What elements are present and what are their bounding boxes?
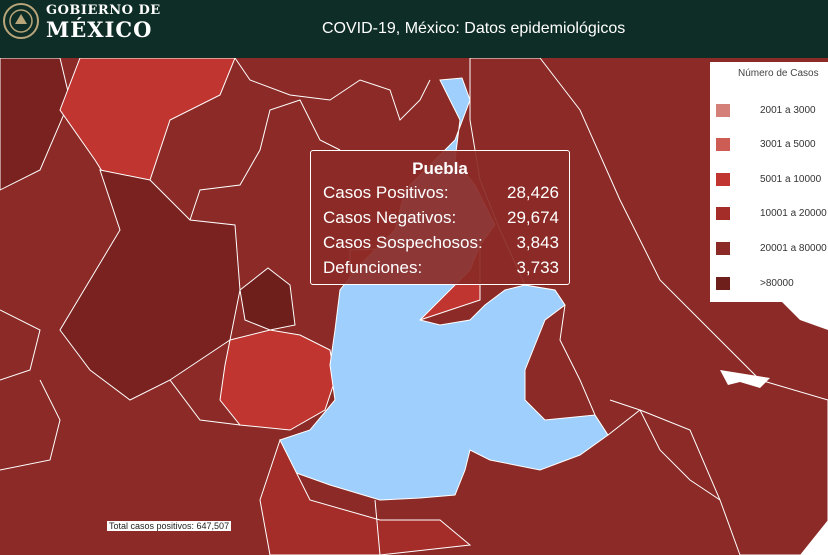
legend-item[interactable]: >80000: [716, 277, 828, 291]
tooltip-value: 28,426: [507, 183, 559, 202]
tooltip-row: Casos Sospechosos: 3,843: [323, 233, 559, 255]
total-cases-label: Total casos positivos: 647,507: [107, 521, 232, 531]
choropleth-map[interactable]: [0, 58, 828, 555]
tooltip-value: 29,674: [507, 208, 559, 227]
region-south[interactable]: [259, 438, 472, 555]
brand-line-1: GOBIERNO DE: [46, 3, 161, 18]
tooltip-row: Casos Positivos: 28,426: [323, 183, 559, 205]
tooltip-value: 3,843: [516, 233, 559, 252]
border-line-south-central: [169, 379, 241, 426]
tooltip-row: Casos Negativos: 29,674: [323, 208, 559, 230]
legend-item[interactable]: 3001 a 5000: [716, 138, 828, 152]
legend-label: 10001 a 20000: [760, 208, 827, 219]
legend-label: 3001 a 5000: [760, 139, 816, 150]
tooltip-row: Defunciones: 3,733: [323, 258, 559, 280]
legend-label: 5001 a 10000: [760, 174, 822, 185]
legend-swatch: [716, 104, 730, 117]
border-line-southwest: [0, 379, 61, 471]
border-line-north: [189, 99, 341, 221]
region-south-bright[interactable]: [219, 329, 336, 431]
legend-label: 20001 a 80000: [760, 243, 827, 254]
legend-swatch: [716, 173, 730, 186]
legend-item[interactable]: 20001 a 80000: [716, 242, 828, 256]
legend-swatch: [716, 138, 730, 151]
legend-title: Número de Casos: [738, 68, 819, 79]
border-line-south: [374, 499, 381, 555]
state-tooltip: Puebla Casos Positivos: 28,426 Casos Neg…: [310, 150, 570, 285]
map-legend: Número de Casos 2001 a 3000 3001 a 5000 …: [710, 62, 828, 302]
region-darkest-small[interactable]: [239, 267, 296, 331]
tooltip-label: Casos Sospechosos:: [323, 233, 483, 252]
tooltip-value: 3,733: [516, 258, 559, 277]
legend-label: 2001 a 3000: [760, 105, 816, 116]
tooltip-state-name: Puebla: [412, 159, 468, 178]
legend-label: >80000: [760, 278, 794, 289]
border-line-east: [609, 399, 721, 501]
legend-item[interactable]: 2001 a 3000: [716, 104, 828, 118]
brand-line-2: MÉXICO: [46, 17, 153, 42]
legend-item[interactable]: 5001 a 10000: [716, 173, 828, 187]
brand[interactable]: GOBIERNO DE MÉXICO: [46, 4, 161, 40]
page-title: COVID-19, México: Datos epidemiológicos: [322, 20, 626, 37]
mexico-seal-logo: [3, 3, 39, 39]
border-line-north-2: [234, 58, 431, 121]
legend-swatch: [716, 242, 730, 255]
region-northwest[interactable]: [0, 58, 71, 191]
legend-swatch: [716, 277, 730, 290]
legend-item[interactable]: 10001 a 20000: [716, 207, 828, 221]
coastline-lagoon: [720, 370, 770, 388]
tooltip-label: Casos Negativos:: [323, 208, 457, 227]
tooltip-label: Defunciones:: [323, 258, 423, 277]
border-line-west: [0, 309, 41, 381]
sea-area-south: [800, 520, 828, 555]
tooltip-label: Casos Positivos:: [323, 183, 449, 202]
legend-swatch: [716, 207, 730, 220]
header-bar: GOBIERNO DE MÉXICO COVID-19, México: Dat…: [0, 0, 828, 58]
